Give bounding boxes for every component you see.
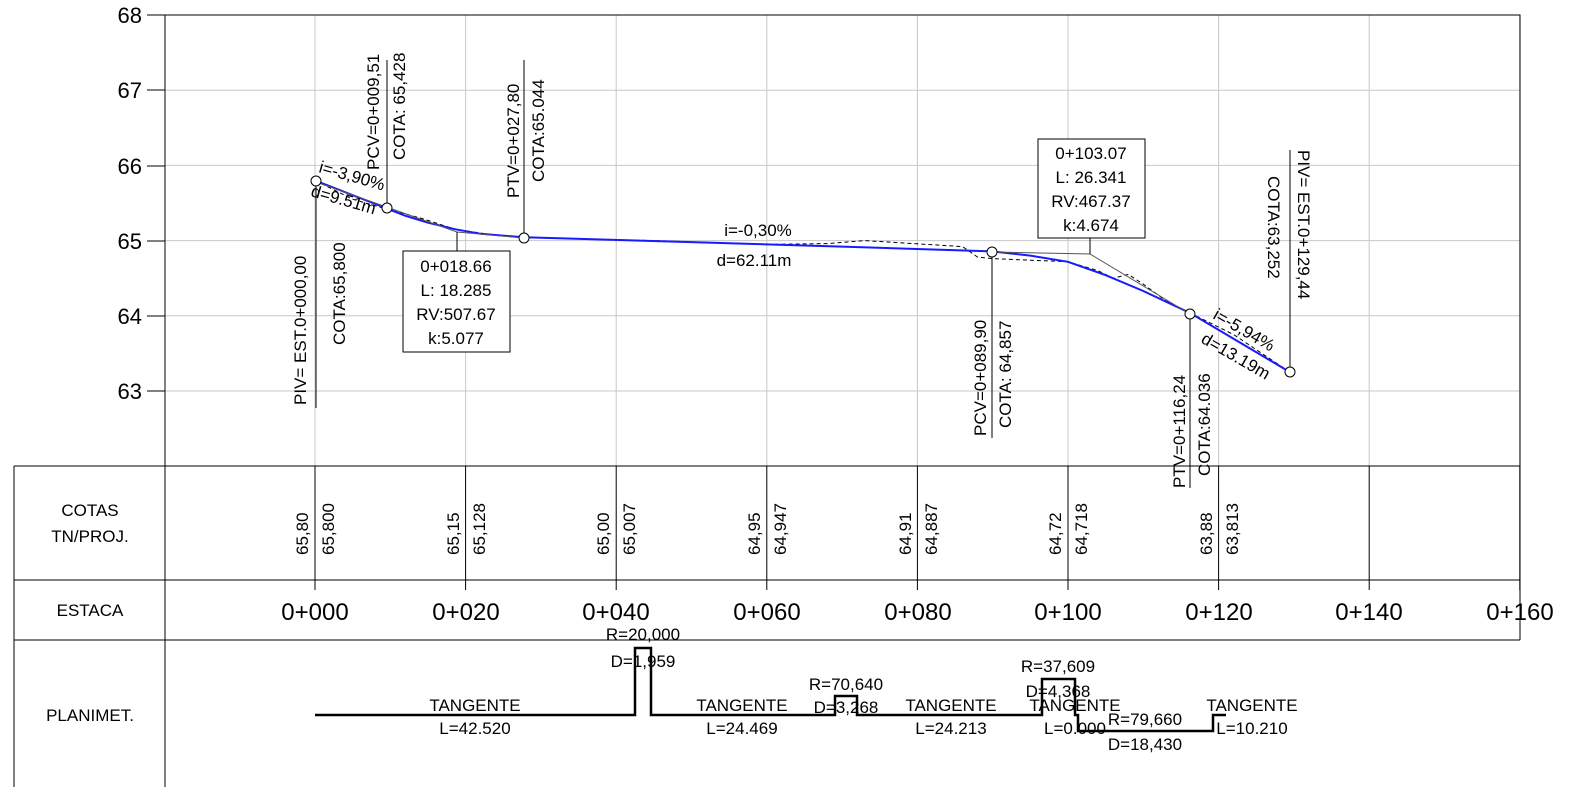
curve-h1-deflection: D=1,959 [611, 652, 676, 671]
cota-tn: 63,88 [1197, 512, 1216, 555]
piv-end-cota: COTA:63,252 [1264, 176, 1283, 279]
cota-proj: 65,128 [470, 503, 489, 555]
tangent3-name: TANGENTE [905, 696, 996, 715]
pcv2-point [986, 246, 998, 258]
piv-end-label: PIV= EST.0+129,44 [1294, 150, 1313, 299]
curve-h4-deflection: D=18,430 [1108, 735, 1182, 754]
curve1-k: k:5.077 [428, 329, 484, 348]
pcv2-cota: COTA: 64,857 [996, 321, 1015, 428]
tangent4-name: TANGENTE [1029, 696, 1120, 715]
curve2-info-box [1037, 138, 1146, 239]
grid [165, 14, 1521, 466]
pcv1-cota: COTA: 65,428 [390, 53, 409, 160]
grade2-slope: i=-0,30% [724, 221, 792, 240]
tangent5-length: L=10.210 [1216, 719, 1287, 738]
curve2-length: L: 26.341 [1056, 168, 1127, 187]
station-ticks [314, 466, 1521, 590]
tangent1-name: TANGENTE [429, 696, 520, 715]
y-tick-65: 65 [118, 229, 142, 254]
curve-h2-deflection: D=3,268 [814, 698, 879, 717]
y-tick-64: 64 [118, 304, 142, 329]
station-label: 0+140 [1335, 599, 1402, 626]
station-label: 0+020 [432, 599, 499, 626]
piv-start-cota: COTA:65,800 [330, 242, 349, 345]
station-label: 0+060 [733, 599, 800, 626]
ptv2-cota: COTA:64.036 [1195, 373, 1214, 476]
tangent3-length: L=24.213 [915, 719, 986, 738]
y-tick-66: 66 [118, 154, 142, 179]
cota-tn: 64,95 [745, 512, 764, 555]
tangent2-name: TANGENTE [696, 696, 787, 715]
curve2-k: k:4.674 [1063, 216, 1119, 235]
tangent4-length: L=0.000 [1044, 719, 1106, 738]
curve-h4-radius: R=79,660 [1108, 710, 1182, 729]
project-grade-line [314, 179, 1291, 373]
y-tick-68: 68 [118, 3, 142, 28]
cota-proj: 64,718 [1072, 503, 1091, 555]
cota-proj: 63,813 [1223, 503, 1242, 555]
cota-tn: 65,00 [594, 512, 613, 555]
curve-h3-deflection: D=4,368 [1026, 682, 1091, 701]
cota-tn: 65,15 [444, 512, 463, 555]
pcv2-label: PCV=0+089,90 [971, 320, 990, 436]
grade2-distance: d=62.11m [717, 251, 792, 270]
tangent5-name: TANGENTE [1206, 696, 1297, 715]
curve1-station: 0+018.66 [420, 257, 491, 276]
cota-tn: 64,91 [896, 512, 915, 555]
cotas-header-line2: TN/PROJ. [51, 527, 128, 546]
tangent1-length: L=42.520 [439, 719, 510, 738]
piv-start-point [310, 175, 322, 187]
cota-tn: 65,80 [293, 512, 312, 555]
curve1-length: L: 18.285 [421, 281, 492, 300]
curve-h2-radius: R=70,640 [809, 675, 883, 694]
cota-proj: 64,887 [922, 503, 941, 555]
tangent2-length: L=24.469 [706, 719, 777, 738]
cota-proj: 65,800 [319, 503, 338, 555]
piv-start-label: PIV= EST.0+000,00 [291, 256, 310, 405]
pcv1-label: PCV=0+009,51 [364, 54, 383, 170]
ptv2-label: PTV=0+116,24 [1170, 375, 1189, 488]
planimet-header: PLANIMET. [46, 706, 134, 725]
cotas-header-line1: COTAS [61, 501, 118, 520]
curve-h1-radius: R=20,000 [606, 625, 680, 644]
ptv1-cota: COTA:65.044 [529, 79, 548, 182]
pcv1-point [381, 202, 393, 214]
cota-tn: 64,72 [1046, 512, 1065, 555]
station-label: 0+040 [582, 599, 649, 626]
cota-proj: 65,007 [620, 503, 639, 555]
curve2-tangent-construction [991, 251, 1191, 315]
cota-proj: 64,947 [771, 503, 790, 555]
y-tick-67: 67 [118, 78, 142, 103]
station-label: 0+120 [1185, 599, 1252, 626]
ptv1-label: PTV=0+027,80 [504, 84, 523, 198]
station-label: 0+000 [281, 599, 348, 626]
planimetry-alignment-line [315, 646, 1226, 733]
curve2-radius: RV:467.37 [1051, 192, 1130, 211]
piv-end-point [1284, 366, 1296, 378]
ptv2-point [1184, 308, 1196, 320]
estaca-header: ESTACA [57, 601, 124, 620]
y-tick-63: 63 [118, 379, 142, 404]
ptv1-point [518, 232, 530, 244]
curve-h3-radius: R=37,609 [1021, 657, 1095, 676]
station-label: 0+160 [1486, 599, 1553, 626]
curve1-radius: RV:507.67 [416, 305, 495, 324]
station-label: 0+100 [1034, 599, 1101, 626]
station-label: 0+080 [884, 599, 951, 626]
curve2-station: 0+103.07 [1055, 144, 1126, 163]
curve1-info-box [402, 250, 511, 353]
